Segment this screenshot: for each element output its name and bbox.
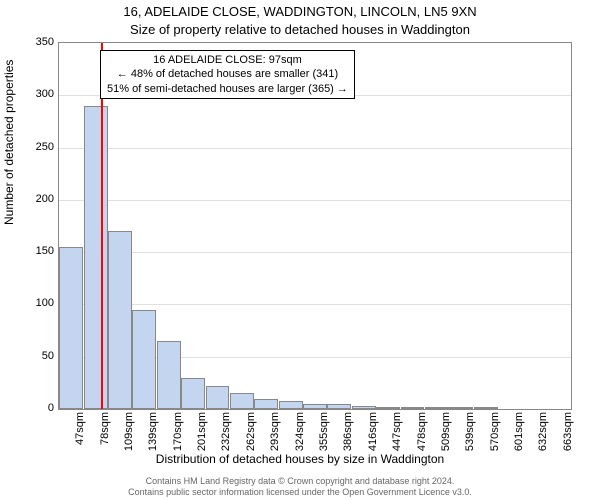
histogram-bar bbox=[132, 310, 156, 409]
x-tick-label: 570sqm bbox=[489, 412, 501, 458]
x-tick-label: 232sqm bbox=[220, 412, 232, 458]
histogram-bar bbox=[401, 407, 425, 409]
x-tick-label: 170sqm bbox=[172, 412, 184, 458]
gridline bbox=[59, 200, 571, 201]
y-tick-label: 150 bbox=[24, 245, 54, 257]
annotation-line3: 51% of semi-detached houses are larger (… bbox=[107, 82, 348, 96]
x-tick-label: 386sqm bbox=[342, 412, 354, 458]
x-tick-label: 539sqm bbox=[464, 412, 476, 458]
x-tick-label: 663sqm bbox=[562, 412, 574, 458]
histogram-bar bbox=[449, 407, 473, 409]
histogram-bar bbox=[230, 393, 254, 409]
y-tick-label: 0 bbox=[24, 402, 54, 414]
footer-line2: Contains public sector information licen… bbox=[0, 487, 600, 498]
histogram-bar bbox=[254, 399, 278, 409]
x-tick-label: 416sqm bbox=[367, 412, 379, 458]
x-tick-label: 632sqm bbox=[537, 412, 549, 458]
histogram-bar bbox=[327, 404, 351, 409]
x-tick-label: 601sqm bbox=[513, 412, 525, 458]
x-tick-label: 324sqm bbox=[294, 412, 306, 458]
y-tick-label: 50 bbox=[24, 350, 54, 362]
gridline bbox=[59, 304, 571, 305]
annotation-line2: ← 48% of detached houses are smaller (34… bbox=[107, 67, 348, 81]
gridline bbox=[59, 252, 571, 253]
histogram-bar bbox=[181, 378, 205, 409]
y-tick-label: 100 bbox=[24, 297, 54, 309]
footer-line1: Contains HM Land Registry data © Crown c… bbox=[0, 476, 600, 487]
histogram-bar bbox=[157, 341, 181, 409]
histogram-bar bbox=[303, 404, 327, 409]
histogram-bar bbox=[108, 231, 132, 409]
x-tick-label: 78sqm bbox=[99, 412, 111, 458]
y-tick-label: 200 bbox=[24, 193, 54, 205]
histogram-bar bbox=[279, 401, 303, 409]
x-tick-label: 47sqm bbox=[74, 412, 86, 458]
histogram-bar bbox=[425, 407, 449, 409]
histogram-bar bbox=[376, 407, 400, 409]
y-tick-label: 300 bbox=[24, 88, 54, 100]
gridline bbox=[59, 148, 571, 149]
histogram-bar bbox=[474, 407, 498, 409]
x-tick-label: 447sqm bbox=[391, 412, 403, 458]
x-tick-label: 293sqm bbox=[269, 412, 281, 458]
y-tick-label: 250 bbox=[24, 141, 54, 153]
x-tick-label: 201sqm bbox=[196, 412, 208, 458]
histogram-bar bbox=[59, 247, 83, 409]
annotation-line1: 16 ADELAIDE CLOSE: 97sqm bbox=[107, 53, 348, 67]
y-tick-label: 350 bbox=[24, 36, 54, 48]
histogram-bar bbox=[352, 406, 376, 409]
x-tick-label: 478sqm bbox=[416, 412, 428, 458]
histogram-bar bbox=[206, 386, 230, 409]
annotation-box: 16 ADELAIDE CLOSE: 97sqm ← 48% of detach… bbox=[100, 50, 355, 99]
histogram-bar bbox=[84, 106, 108, 409]
x-tick-label: 139sqm bbox=[147, 412, 159, 458]
y-axis-label: Number of detached properties bbox=[2, 60, 16, 225]
chart-title-line2: Size of property relative to detached ho… bbox=[0, 22, 600, 37]
x-tick-label: 509sqm bbox=[440, 412, 452, 458]
footer-attribution: Contains HM Land Registry data © Crown c… bbox=[0, 476, 600, 498]
x-tick-label: 262sqm bbox=[245, 412, 257, 458]
x-tick-label: 109sqm bbox=[123, 412, 135, 458]
chart-title-line1: 16, ADELAIDE CLOSE, WADDINGTON, LINCOLN,… bbox=[0, 4, 600, 19]
x-tick-label: 355sqm bbox=[318, 412, 330, 458]
